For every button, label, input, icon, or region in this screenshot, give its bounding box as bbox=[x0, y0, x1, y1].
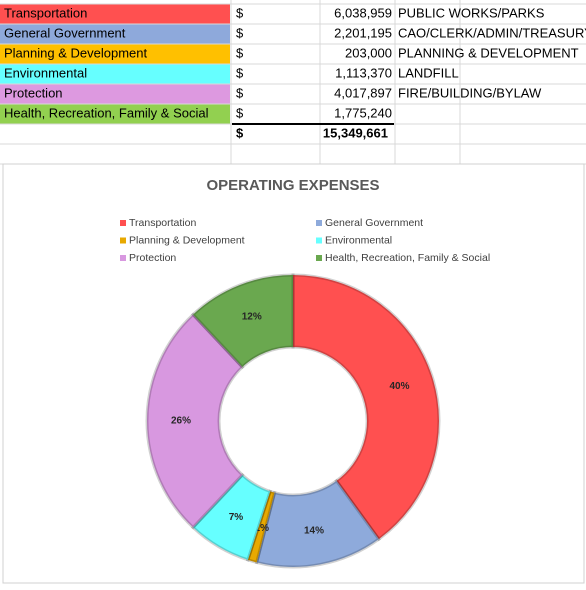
cell-amount: 4,017,897 bbox=[334, 85, 392, 100]
legend-label: Planning & Development bbox=[129, 234, 245, 246]
row-fill bbox=[0, 64, 230, 84]
data-label: 12% bbox=[242, 312, 262, 323]
cell-dept: CAO/CLERK/ADMIN/TREASURY bbox=[398, 25, 586, 40]
data-label: 7% bbox=[229, 512, 244, 523]
chart-title: OPERATING EXPENSES bbox=[206, 177, 379, 194]
cell-amount: 2,201,195 bbox=[334, 25, 392, 40]
legend-label: Protection bbox=[129, 252, 176, 264]
cell-label: Planning & Development bbox=[4, 45, 147, 60]
cell-label: Health, Recreation, Family & Social bbox=[4, 105, 209, 120]
legend-swatch bbox=[120, 237, 126, 244]
cell-amount: 1,775,240 bbox=[334, 105, 392, 120]
cell-currency: $ bbox=[236, 25, 244, 40]
donut-slice bbox=[254, 478, 381, 569]
data-label: 14% bbox=[304, 526, 324, 537]
cell-dept: PUBLIC WORKS/PARKS bbox=[398, 5, 545, 20]
cell-currency: $ bbox=[236, 65, 244, 80]
legend-label: Environmental bbox=[325, 234, 392, 246]
cell-currency: $ bbox=[236, 85, 244, 100]
cell-dept: PLANNING & DEVELOPMENT bbox=[398, 45, 579, 60]
row-fill bbox=[0, 24, 230, 44]
legend-label: General Government bbox=[325, 217, 423, 229]
legend-label: Transportation bbox=[129, 217, 196, 229]
cell-currency: $ bbox=[236, 5, 244, 20]
data-label: 1% bbox=[255, 523, 270, 534]
row-fill bbox=[0, 84, 230, 104]
donut-slice bbox=[190, 273, 295, 370]
cell-dept: FIRE/BUILDING/BYLAW bbox=[398, 85, 542, 100]
legend-swatch bbox=[120, 220, 126, 226]
cell-label: General Government bbox=[4, 25, 126, 40]
legend-swatch bbox=[316, 220, 322, 226]
cell-dept: LANDFILL bbox=[398, 65, 459, 80]
cell-amount: 6,038,959 bbox=[334, 5, 392, 20]
cell-amount: 203,000 bbox=[345, 45, 392, 60]
data-label: 40% bbox=[390, 381, 410, 392]
total-currency: $ bbox=[236, 125, 244, 140]
donut-slice bbox=[245, 489, 277, 565]
cell-amount: 1,113,370 bbox=[335, 65, 392, 80]
cell-currency: $ bbox=[236, 45, 244, 60]
legend-swatch bbox=[316, 237, 322, 244]
cell-label: Protection bbox=[4, 85, 63, 100]
cell-label: Transportation bbox=[4, 5, 87, 20]
total-amount: 15,349,661 bbox=[323, 125, 388, 140]
legend-swatch bbox=[120, 255, 126, 261]
donut-slice bbox=[291, 273, 441, 542]
cell-label: Environmental bbox=[4, 65, 87, 80]
legend-label: Health, Recreation, Family & Social bbox=[325, 252, 490, 264]
donut-slice bbox=[145, 312, 245, 530]
cell-currency: $ bbox=[236, 105, 244, 120]
row-fill bbox=[0, 104, 230, 124]
row-fill bbox=[0, 44, 230, 64]
row-fill bbox=[0, 4, 230, 24]
legend-swatch bbox=[316, 255, 322, 261]
data-label: 26% bbox=[171, 416, 191, 427]
